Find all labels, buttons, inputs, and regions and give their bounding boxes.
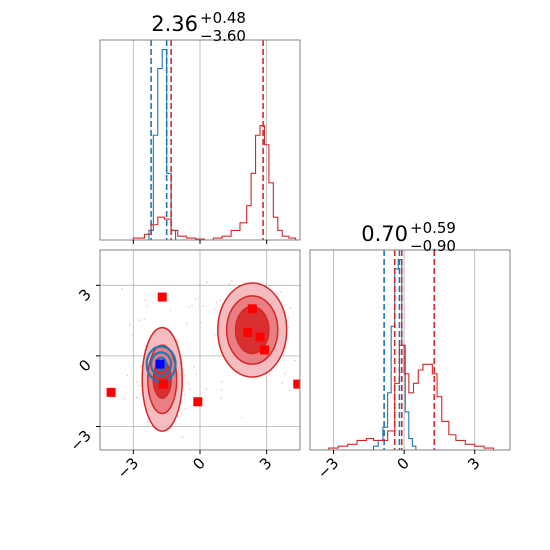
sample-point: [147, 421, 149, 424]
hist-param2-xtick-label-2: 3: [464, 454, 483, 473]
hist-param2-title-upper: +0.59: [410, 219, 456, 237]
hist-param2-title-value: 0.70: [361, 222, 408, 246]
red-square-marker-7: [259, 345, 269, 355]
sample-point: [215, 334, 217, 337]
red-square-marker-0: [157, 292, 167, 302]
hist-param1-title: 2.36 +0.48−3.60: [151, 9, 246, 45]
sample-point: [268, 373, 271, 376]
sample-point: [191, 304, 194, 307]
hist-param1-title-upper: +0.48: [200, 9, 246, 27]
sample-point: [202, 305, 205, 307]
sample-point: [143, 299, 146, 301]
sample-point: [281, 381, 284, 384]
sample-point: [180, 412, 183, 415]
sample-point: [289, 307, 292, 309]
sample-point: [184, 407, 187, 410]
sample-point: [187, 383, 190, 385]
red-square-marker-4: [247, 304, 257, 314]
sample-point: [206, 281, 208, 284]
contour-blue-2-level-1: [150, 351, 173, 377]
sample-point: [181, 436, 184, 439]
sample-point: [284, 372, 286, 375]
sample-point: [193, 365, 196, 368]
sample-point: [131, 333, 134, 336]
hist-param2-hist-red: [328, 344, 495, 450]
sample-point: [289, 389, 291, 392]
hist-param2-title-lower: −0.90: [410, 237, 456, 255]
sample-point: [129, 323, 132, 326]
sample-point: [213, 307, 216, 310]
red-square-marker-1: [106, 387, 116, 397]
sample-point: [184, 374, 186, 377]
sample-point: [194, 298, 197, 300]
hist-param2-xtick-label-1: 0: [393, 454, 412, 473]
sample-point: [205, 388, 207, 391]
sample-point: [277, 292, 279, 295]
hist-param1-title-value: 2.36: [151, 12, 198, 36]
red-square-marker-2: [158, 379, 168, 389]
hist-param2-frame: [309, 249, 511, 451]
red-square-marker-3: [193, 397, 203, 407]
sample-point: [146, 305, 148, 308]
sample-point: [120, 287, 123, 290]
sample-point: [138, 319, 141, 322]
sample-point: [185, 322, 188, 325]
sample-point: [176, 415, 179, 417]
sample-point: [188, 306, 190, 309]
sample-point: [140, 365, 142, 368]
red-square-marker-6: [255, 332, 265, 342]
sample-point: [230, 280, 233, 283]
sample-point: [138, 384, 141, 387]
sample-point: [220, 397, 223, 400]
sample-point: [136, 397, 139, 399]
hist-param2-title: 0.70 +0.59−0.90: [361, 219, 456, 255]
sample-point: [287, 316, 290, 319]
sample-point: [228, 283, 231, 286]
red-square-marker-5: [243, 327, 253, 337]
sample-point: [220, 381, 223, 383]
hist-param2-xtick-label-0: −3: [314, 454, 342, 482]
sample-point: [126, 374, 129, 377]
sample-point: [183, 393, 186, 396]
sample-point: [169, 309, 172, 312]
sample-point: [143, 318, 146, 321]
scatter-clip-right: [300, 250, 310, 450]
blue-square-marker-0: [155, 359, 165, 369]
sample-point: [219, 299, 222, 301]
sample-point: [287, 326, 290, 329]
sample-point: [294, 359, 297, 362]
sample-point: [189, 388, 191, 391]
sample-point: [136, 381, 139, 383]
scatter-clip-left: [0, 250, 100, 450]
sample-point: [195, 373, 197, 376]
sample-point: [199, 321, 202, 324]
sample-point: [279, 290, 282, 293]
red-square-marker-8: [293, 379, 303, 389]
sample-point: [220, 389, 223, 391]
sample-point: [215, 301, 218, 304]
hist-param1-hist-red: [111, 125, 297, 241]
scatter-clip-bottom: [0, 450, 310, 550]
sample-point: [240, 416, 243, 419]
sample-point: [123, 397, 126, 400]
hist-param1-title-lower: −3.60: [200, 27, 246, 45]
